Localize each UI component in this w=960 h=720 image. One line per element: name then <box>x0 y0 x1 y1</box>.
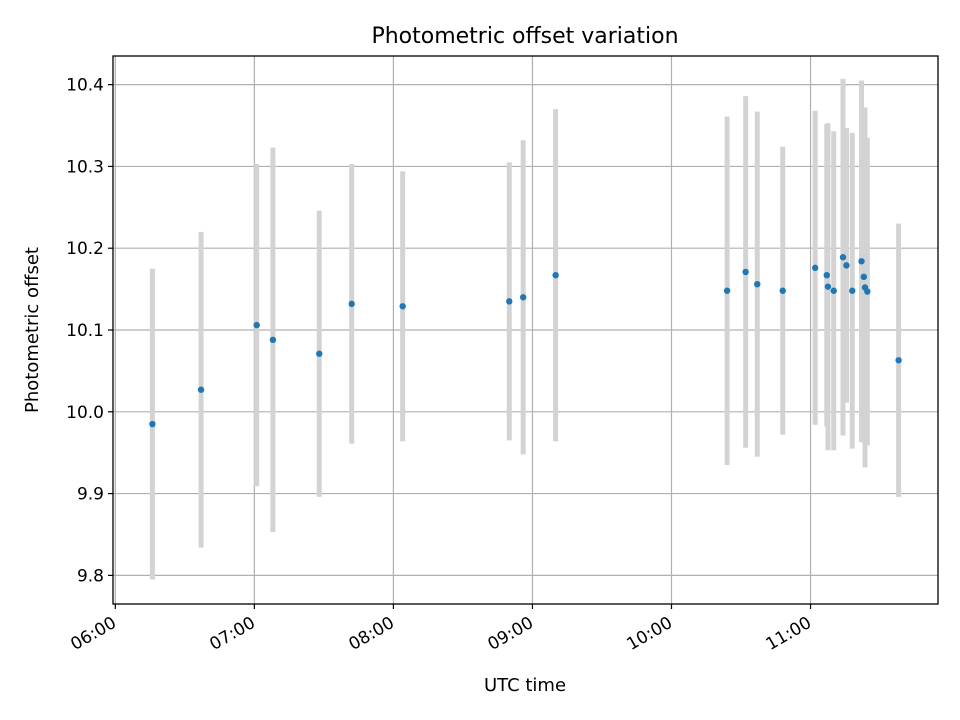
y-tick-label: 9.9 <box>77 485 104 505</box>
data-point <box>839 254 847 261</box>
data-point <box>253 321 260 329</box>
data-point <box>506 298 513 305</box>
x-axis-label: UTC time <box>484 675 566 696</box>
data-points <box>149 254 902 428</box>
y-tick-label: 10.4 <box>66 76 104 96</box>
data-point <box>399 303 406 310</box>
data-point <box>742 268 749 276</box>
data-point <box>552 272 559 279</box>
data-point <box>860 273 868 281</box>
data-point <box>348 300 355 308</box>
data-point <box>316 350 323 357</box>
data-point <box>723 287 731 294</box>
data-point <box>811 264 819 272</box>
data-point <box>864 288 871 295</box>
data-point <box>858 258 865 265</box>
chart-title: Photometric offset variation <box>371 24 678 49</box>
data-point <box>269 336 277 344</box>
data-point <box>754 280 761 288</box>
data-point <box>519 294 527 301</box>
y-tick-label: 10.3 <box>66 157 104 177</box>
data-point <box>843 262 850 269</box>
y-axis-label: Photometric offset <box>22 247 43 413</box>
data-point <box>895 357 902 364</box>
data-point <box>149 420 156 428</box>
y-tick-label: 10.2 <box>66 239 104 259</box>
y-tick-label: 10.0 <box>66 403 104 423</box>
data-point <box>823 272 830 279</box>
data-point <box>824 283 832 290</box>
data-point <box>849 287 856 294</box>
data-point <box>197 386 205 393</box>
y-tick-label: 10.1 <box>66 321 104 341</box>
y-axis-ticks: 9.8 9.9 10.0 10.1 10.2 10.3 10.4 <box>66 76 113 586</box>
y-tick-label: 9.8 <box>77 566 104 586</box>
data-point <box>779 287 786 294</box>
data-point <box>830 287 837 294</box>
